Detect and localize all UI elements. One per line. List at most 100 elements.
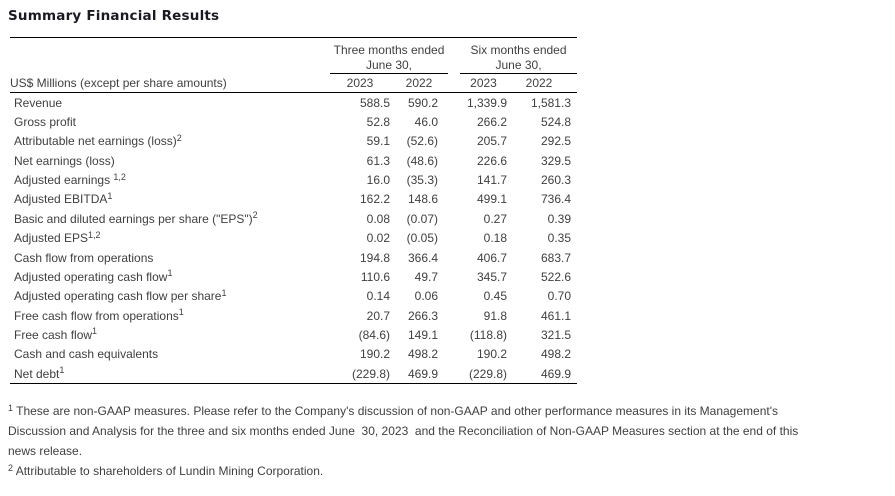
footnote-continued: news release. — [8, 444, 83, 459]
row-label: Adjusted operating cash flow per share1 — [14, 287, 227, 304]
cell-value: 0.27 — [483, 211, 507, 226]
cell-value: 498.2 — [407, 347, 438, 362]
spacer-cell — [448, 287, 460, 306]
cell-value: 524.8 — [540, 115, 571, 130]
footnote-marker: 1 — [8, 402, 14, 413]
spacer-cell — [448, 209, 460, 228]
cell-value: 205.7 — [476, 134, 507, 149]
cell-value: 49.7 — [414, 269, 438, 284]
cell-value: 0.14 — [366, 289, 390, 304]
cell-value: (48.6) — [406, 153, 438, 168]
group-gap-cell — [448, 73, 460, 93]
row-label: Free cash flow1 — [14, 326, 98, 342]
cell-value: 406.7 — [476, 250, 507, 265]
footnote-ref: 1,2 — [113, 171, 126, 182]
row-label: Cash and cash equivalents — [14, 347, 159, 362]
trailing-cell — [571, 229, 577, 248]
page-title: Summary Financial Results — [8, 8, 220, 24]
cell-value: 59.1 — [366, 134, 390, 149]
footnote-ref: 1,2 — [88, 229, 101, 240]
spacer-cell — [448, 190, 460, 209]
spacer-cell — [448, 151, 460, 170]
trailing-cell — [571, 248, 577, 267]
spacer-cell — [448, 248, 460, 267]
cell-value: 148.6 — [407, 192, 438, 207]
spacer-cell — [448, 267, 460, 286]
spacer-cell — [448, 229, 460, 248]
cell-value: 110.6 — [360, 269, 390, 284]
cell-value: (84.6) — [358, 327, 390, 342]
footnote-ref: 1 — [221, 287, 227, 298]
table-row: Adjusted EPS1,2 0.02 (0.05) 0.18 0.35 — [10, 229, 577, 248]
year-column-2023-h: 2023 — [460, 73, 507, 93]
cell-value: 469.9 — [507, 364, 571, 385]
table-row: Net debt1 (229.8) 469.9 (229.8) 469.9 — [10, 364, 578, 385]
cell-value: 321.5 — [540, 327, 571, 342]
cell-value: 0.35 — [547, 231, 571, 246]
spacer-cell — [448, 364, 460, 385]
col-group-line1: Six months ended — [470, 43, 567, 57]
trailing-cell — [571, 190, 577, 209]
cell-value: (35.3) — [406, 173, 438, 188]
trailing-cell — [571, 93, 577, 113]
cell-value: 61.3 — [366, 153, 390, 168]
row-label: Free cash flow from operations1 — [14, 307, 184, 323]
cell-value: 141.7 — [476, 173, 507, 188]
footnotes: 1 These are non-GAAP measures. Please re… — [8, 401, 878, 481]
cell-value: (52.6) — [406, 134, 438, 149]
footnote: 2 Attributable to shareholders of Lundin… — [8, 462, 324, 479]
footnote-ref: 1 — [92, 326, 98, 337]
col-group-line2: June 30, — [495, 58, 542, 72]
cell-value: 162.2 — [359, 192, 390, 207]
trailing-cell — [571, 287, 577, 306]
cell-value: 0.70 — [547, 289, 571, 304]
table-row: Cash flow from operations 194.8 366.4 406.7… — [10, 248, 577, 267]
row-label: Gross profit — [14, 115, 77, 130]
cell-value: 292.5 — [540, 134, 571, 149]
row-label: Cash flow from operations — [14, 250, 154, 265]
table-row: Adjusted earnings 1,2 16.0 (35.3) 141.7 260.… — [10, 170, 577, 189]
row-label: Adjusted EBITDA1 — [14, 190, 113, 207]
spacer-cell — [448, 345, 460, 364]
row-label: Basic and diluted earnings per share ("E… — [14, 210, 258, 226]
row-label: Attributable net earnings (loss)2 — [14, 132, 182, 149]
col-group-three-months: Three months ended June 30, — [330, 37, 448, 74]
row-header-label: US$ Millions (except per share amounts) — [10, 73, 330, 93]
trailing-cell — [571, 170, 577, 189]
row-label: Revenue — [14, 95, 63, 110]
cell-value: 91.8 — [483, 308, 507, 323]
cell-value: 46.0 — [414, 115, 438, 130]
footnote-ref: 2 — [176, 132, 182, 143]
cell-value: 0.45 — [483, 289, 507, 304]
footnote-ref: 2 — [252, 210, 258, 221]
spacer-cell — [448, 93, 460, 113]
cell-value: (229.8) — [330, 364, 390, 385]
cell-value: 52.8 — [366, 115, 390, 130]
cell-value: 329.5 — [540, 153, 571, 168]
cell-value: (0.07) — [406, 211, 438, 226]
cell-value: 522.6 — [540, 269, 571, 284]
spacer-cell — [448, 325, 460, 344]
col-group-line2: June 30, — [365, 58, 413, 72]
cell-value: 16.0 — [366, 173, 390, 188]
trailing-cell — [571, 112, 577, 131]
cell-value: 0.06 — [414, 289, 438, 304]
cell-value: 588.5 — [359, 95, 390, 110]
spacer-cell — [448, 112, 460, 131]
year-column-2022-q: 2022 — [390, 73, 448, 93]
cell-value: 1,339.9 — [466, 95, 507, 110]
table-row: Adjusted EBITDA1 162.2 148.6 499.1 736.4 — [10, 190, 577, 209]
trailing-cell — [571, 267, 577, 286]
footnote-ref: 1 — [107, 190, 113, 201]
table-row: Adjusted operating cash flow1 110.6 49.7 34… — [10, 267, 577, 286]
row-label: Adjusted operating cash flow1 — [14, 268, 173, 284]
trailing-cell — [571, 73, 578, 93]
trailing-cell — [571, 345, 577, 364]
trailing-cell — [571, 364, 578, 385]
cell-value: 0.18 — [483, 231, 507, 246]
spacer-cell — [448, 132, 460, 151]
row-label: Adjusted earnings 1,2 — [14, 171, 126, 188]
spacer-cell — [448, 306, 460, 325]
empty-header-cell — [10, 38, 330, 74]
trailing-cell — [571, 325, 577, 344]
